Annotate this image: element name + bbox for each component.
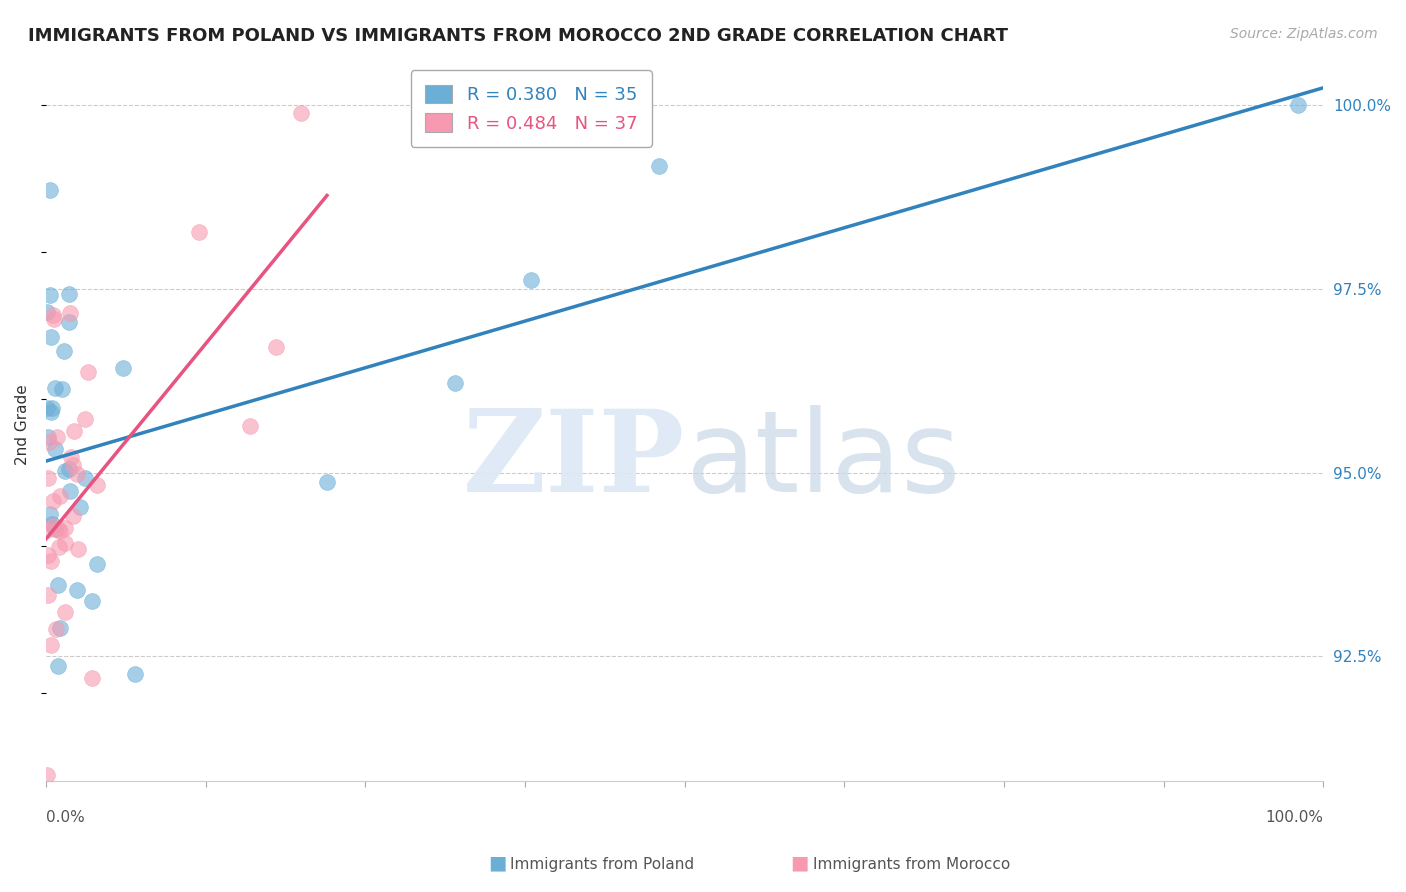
Point — [51, 835, 73, 849]
Point — [188, 225, 211, 239]
Point — [58, 287, 80, 301]
Point — [38, 435, 60, 450]
Point — [42, 518, 65, 533]
Point — [66, 541, 89, 556]
Point — [1286, 98, 1309, 112]
Point — [37, 471, 59, 485]
Point — [39, 405, 62, 419]
Point — [41, 638, 63, 652]
Point — [39, 554, 62, 568]
Point — [44, 522, 66, 536]
Point — [53, 343, 76, 358]
Text: Immigrants from Poland: Immigrants from Poland — [510, 857, 695, 872]
Text: 100.0%: 100.0% — [1265, 810, 1323, 824]
Point — [59, 306, 82, 320]
Text: ■: ■ — [488, 854, 506, 872]
Point — [239, 419, 262, 434]
Point — [46, 578, 69, 592]
Point — [75, 412, 97, 426]
Point — [44, 442, 66, 456]
Point — [62, 458, 84, 472]
Point — [86, 557, 108, 571]
Point — [41, 516, 63, 531]
Point — [41, 401, 63, 416]
Text: IMMIGRANTS FROM POLAND VS IMMIGRANTS FROM MOROCCO 2ND GRADE CORRELATION CHART: IMMIGRANTS FROM POLAND VS IMMIGRANTS FRO… — [28, 27, 1008, 45]
Y-axis label: 2nd Grade: 2nd Grade — [15, 384, 30, 465]
Point — [37, 430, 59, 444]
Point — [53, 464, 76, 478]
Point — [37, 401, 59, 415]
Point — [51, 382, 73, 396]
Point — [37, 523, 59, 537]
Point — [58, 315, 80, 329]
Point — [53, 605, 76, 619]
Point — [76, 365, 98, 379]
Point — [38, 288, 60, 302]
Point — [59, 484, 82, 499]
Text: Immigrants from Morocco: Immigrants from Morocco — [813, 857, 1010, 872]
Point — [648, 159, 671, 173]
Point — [42, 312, 65, 326]
Point — [39, 508, 62, 522]
Point — [264, 340, 287, 354]
Point — [37, 305, 59, 319]
Point — [46, 522, 69, 536]
Point — [49, 524, 72, 538]
Point — [316, 475, 339, 489]
Text: 0.0%: 0.0% — [46, 810, 84, 824]
Point — [62, 509, 84, 524]
Point — [86, 478, 108, 492]
Text: atlas: atlas — [685, 405, 960, 516]
Point — [80, 594, 103, 608]
Point — [63, 424, 86, 438]
Point — [45, 622, 67, 636]
Point — [41, 494, 63, 508]
Point — [75, 470, 97, 484]
Point — [66, 582, 89, 597]
Point — [290, 106, 312, 120]
Text: ■: ■ — [790, 854, 808, 872]
Legend: R = 0.380   N = 35, R = 0.484   N = 37: R = 0.380 N = 35, R = 0.484 N = 37 — [411, 70, 652, 147]
Point — [55, 521, 77, 535]
Point — [37, 588, 59, 602]
Point — [48, 540, 70, 554]
Point — [111, 361, 134, 376]
Point — [58, 462, 80, 476]
Point — [520, 273, 543, 287]
Point — [80, 671, 103, 685]
Point — [44, 381, 66, 395]
Point — [49, 621, 72, 635]
Point — [66, 467, 89, 482]
Point — [37, 548, 59, 562]
Point — [46, 659, 69, 673]
Point — [53, 536, 76, 550]
Text: Source: ZipAtlas.com: Source: ZipAtlas.com — [1230, 27, 1378, 41]
Point — [60, 450, 83, 465]
Point — [42, 308, 65, 322]
Text: ZIP: ZIP — [463, 405, 685, 516]
Point — [39, 330, 62, 344]
Point — [37, 768, 59, 782]
Point — [48, 489, 70, 503]
Point — [69, 500, 91, 515]
Point — [45, 430, 67, 444]
Point — [124, 667, 146, 681]
Point — [39, 183, 62, 197]
Point — [443, 376, 465, 390]
